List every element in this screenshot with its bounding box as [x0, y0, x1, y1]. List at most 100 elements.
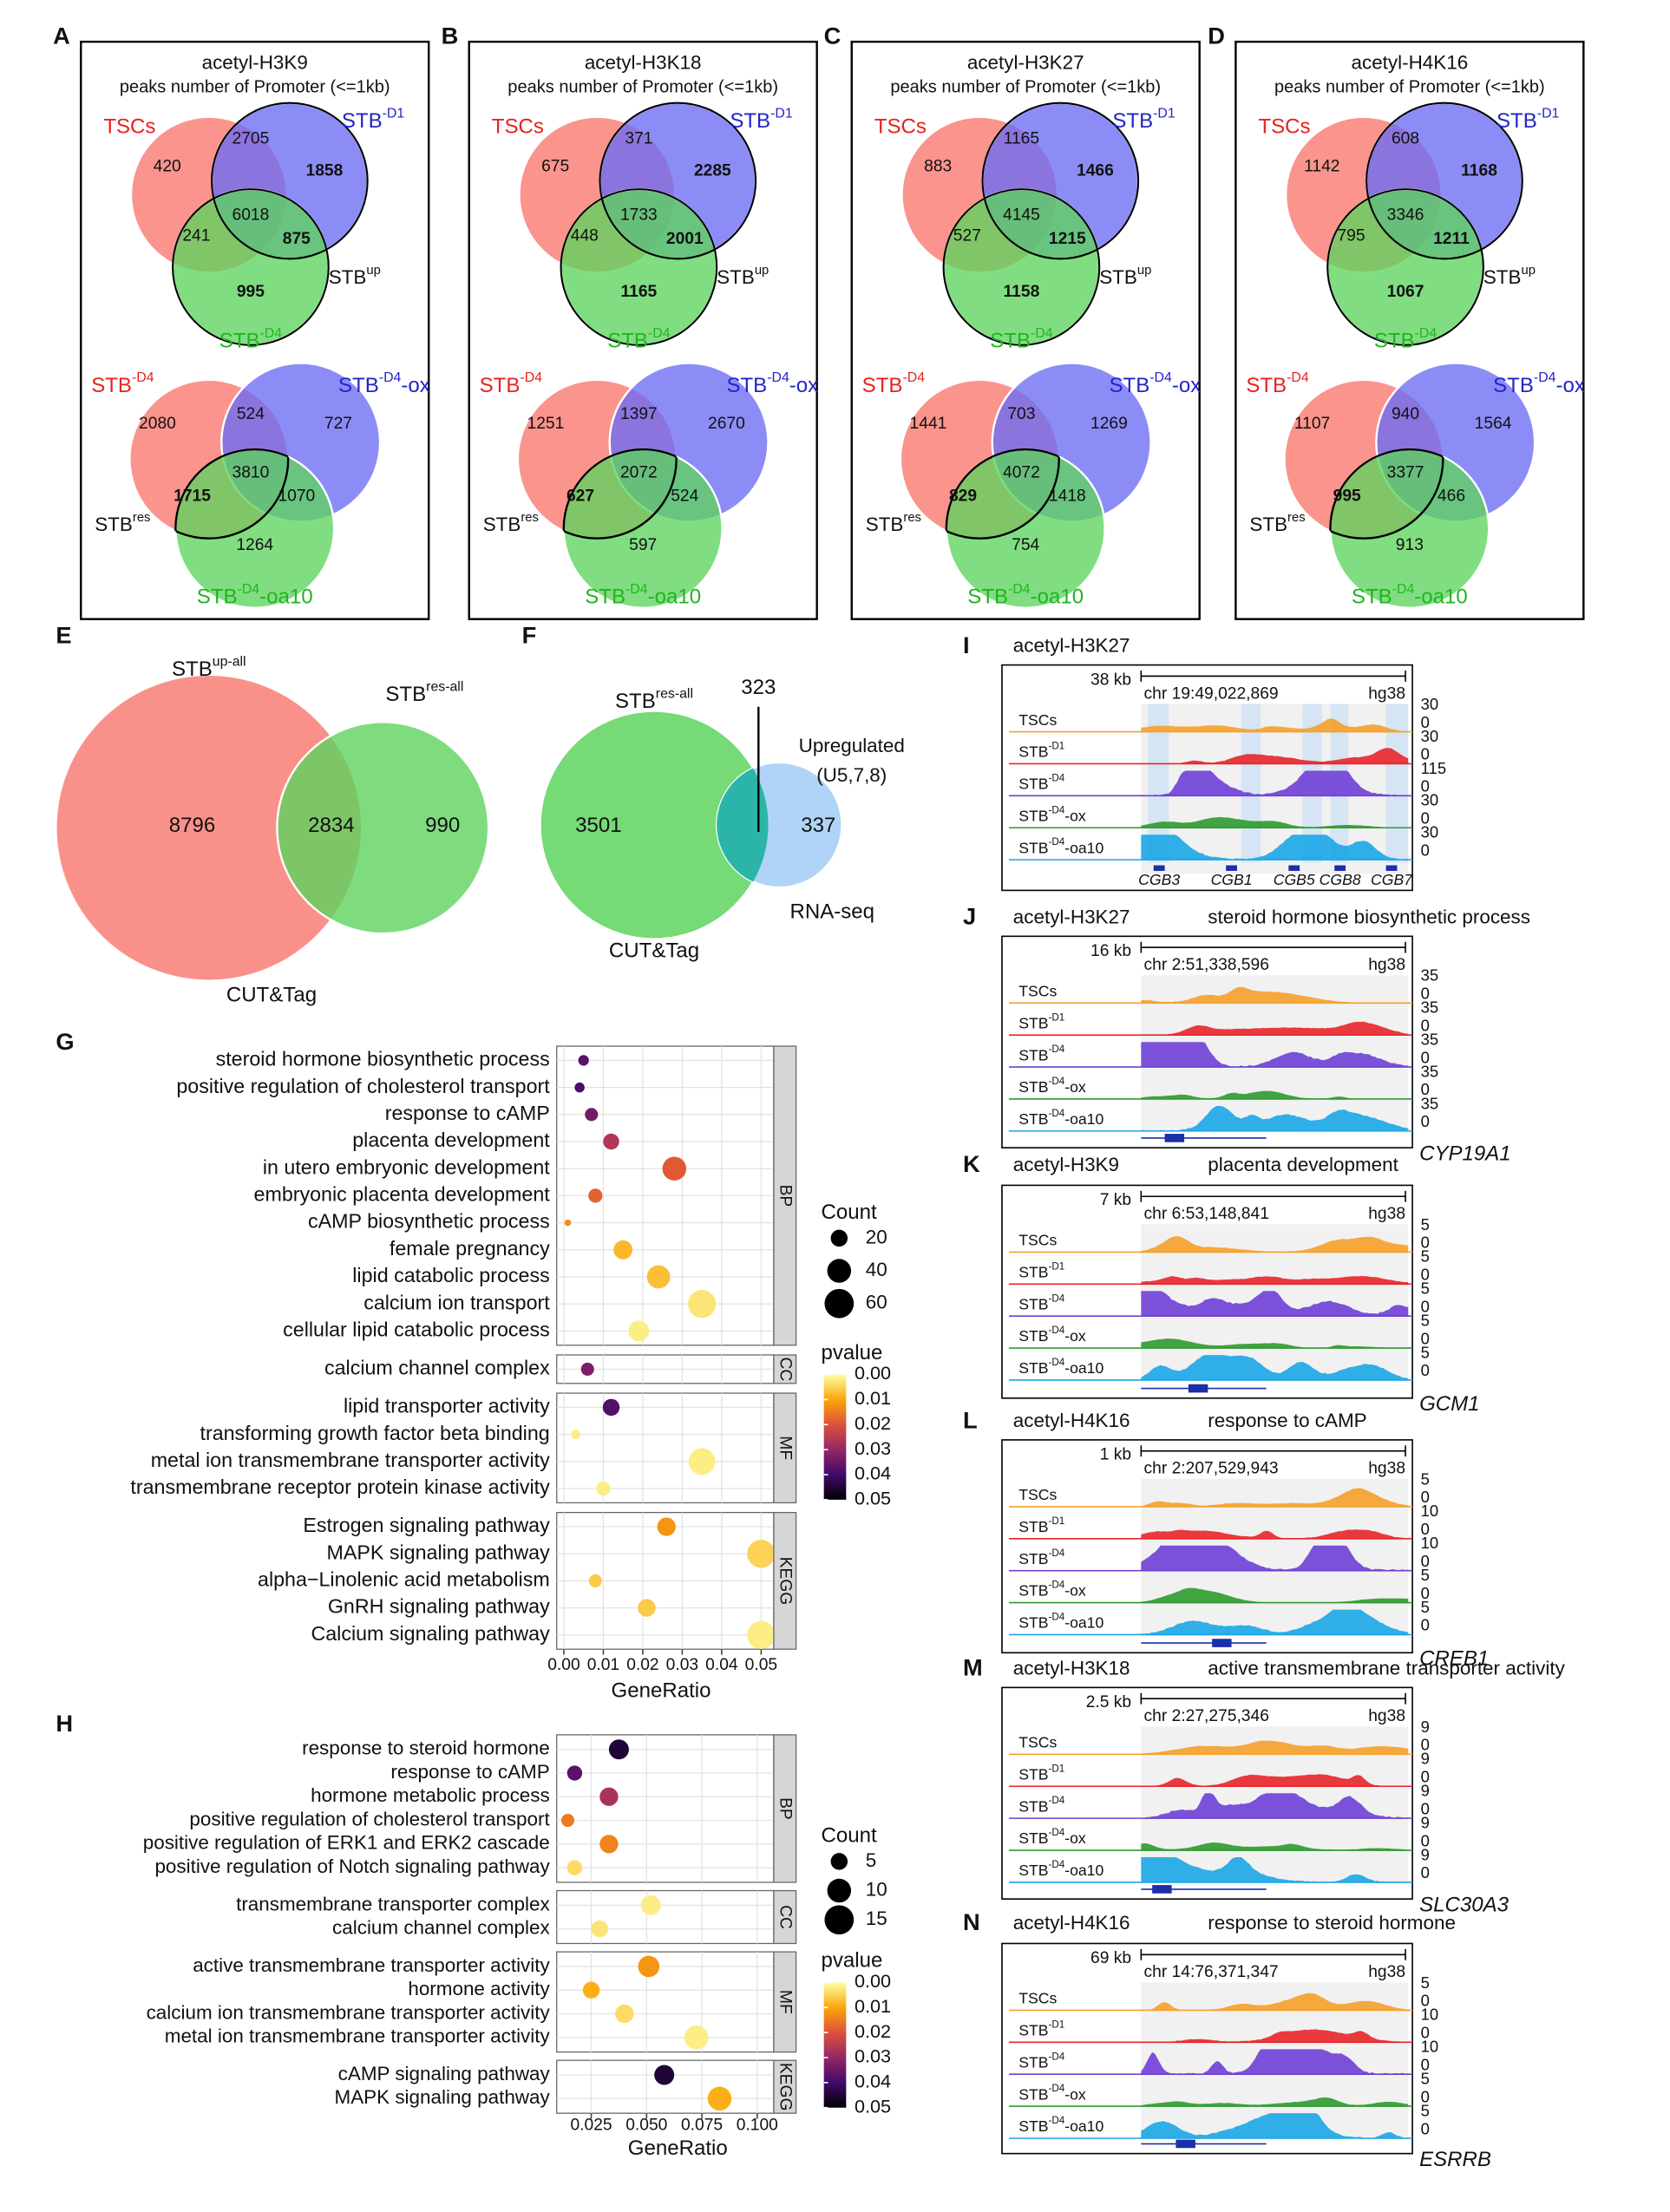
- venn-title: acetyl-H4K16: [1352, 52, 1469, 74]
- track-range-min: 0: [1421, 1297, 1430, 1315]
- locus-label: chr 14:76,371,347: [1144, 1963, 1279, 1981]
- dot: [560, 1814, 575, 1828]
- track-label-base: STB: [1018, 1549, 1048, 1567]
- panel-label: I: [963, 632, 970, 658]
- track-label: STB-D4-ox: [1018, 1076, 1086, 1096]
- track-range-max: 9: [1421, 1718, 1430, 1736]
- track-signal: [1141, 1842, 1409, 1851]
- category-label: GnRH signaling pathway: [328, 1595, 550, 1618]
- track-range-max: 30: [1421, 823, 1439, 841]
- highlight-label-base: STB: [329, 266, 367, 288]
- locus-label: chr 19:49,022,869: [1144, 684, 1279, 703]
- set-label: STB-D4-oa10: [967, 582, 1084, 609]
- legend-label: 5: [866, 1849, 876, 1871]
- dot: [640, 1895, 661, 1915]
- region-count: 1466: [1077, 161, 1114, 180]
- track-subtitle: placenta development: [1208, 1154, 1398, 1175]
- strip-label: CC: [776, 1905, 795, 1929]
- track-label-base: TSCs: [1018, 982, 1057, 999]
- set-label: STB-D1: [730, 107, 793, 134]
- track-label-base: TSCs: [1018, 710, 1057, 728]
- track-signal: [1141, 2029, 1409, 2043]
- dot: [638, 1599, 656, 1617]
- track-range-max: 10: [1421, 1534, 1439, 1552]
- track-signal: [1141, 1021, 1409, 1036]
- set-label: STBres-all: [385, 679, 463, 706]
- set-label: STB-D4: [219, 326, 283, 353]
- category-label: positive regulation of cholesterol trans…: [189, 1808, 550, 1829]
- track-label: STB-D4-oa10: [1018, 1612, 1104, 1632]
- region-count: 3501: [575, 814, 622, 837]
- track-range-min: 0: [1421, 1266, 1430, 1284]
- strip-label: MF: [776, 1436, 795, 1460]
- track-label: STB-D1: [1018, 1011, 1064, 1031]
- gene-label: CYP19A1: [1419, 1142, 1511, 1165]
- panel-label: H: [56, 1710, 73, 1737]
- track-subtitle: steroid hormone biosynthetic process: [1208, 906, 1530, 927]
- track-subtitle: active transmembrane transporter activit…: [1208, 1657, 1565, 1679]
- highlight-label-sup: res: [521, 511, 539, 525]
- facet-panel: [556, 1889, 775, 1945]
- category-label: transmembrane transporter complex: [236, 1893, 550, 1914]
- region-count: 2001: [666, 230, 704, 248]
- set-label: TSCs: [103, 115, 155, 139]
- legend-dot: [830, 1853, 848, 1870]
- region-count: 3346: [1387, 206, 1424, 225]
- highlight-label-sup: up: [366, 264, 380, 278]
- track-range-max: 30: [1421, 727, 1439, 745]
- track-range-min: 0: [1421, 1831, 1430, 1849]
- region-count: 2080: [139, 415, 176, 433]
- track-label: STB-D1: [1018, 1763, 1064, 1783]
- track-range-min: 0: [1421, 1616, 1430, 1634]
- legend-label: 10: [866, 1878, 887, 1900]
- legend-label: 20: [866, 1226, 887, 1247]
- track-range-max: 30: [1421, 695, 1439, 713]
- track-label-base: STB: [1018, 2021, 1048, 2039]
- region-count: 3377: [1387, 463, 1424, 481]
- set-label-base: STB: [1493, 374, 1534, 397]
- track-range-max: 35: [1421, 966, 1439, 985]
- set-label-tail: -ox: [1172, 374, 1201, 397]
- track-label-base: TSCs: [1018, 1231, 1057, 1248]
- track-label: STB-D4-ox: [1018, 2083, 1086, 2103]
- set-label-base: STB: [1112, 109, 1153, 133]
- venn-title: acetyl-H3K27: [967, 52, 1084, 74]
- panel-label: J: [963, 903, 976, 930]
- track-signal: [1141, 1740, 1409, 1755]
- dot: [688, 1290, 717, 1319]
- legend-title: Count: [821, 1201, 876, 1224]
- track-range-max: 30: [1421, 791, 1439, 809]
- track-mark: acetyl-H4K16: [1013, 1410, 1130, 1431]
- track-label-sup: -D4: [1048, 2051, 1064, 2062]
- track-label-tail: -oa10: [1064, 1359, 1104, 1377]
- track-label: STB-D1: [1018, 1515, 1064, 1535]
- highlight-outline: [946, 449, 1060, 540]
- set-label: STB-D4: [91, 370, 154, 397]
- region-count: 727: [324, 415, 352, 433]
- highlight-outline: [599, 101, 757, 260]
- set-label: STB-D4: [990, 326, 1053, 353]
- track-label: STB-D4-oa10: [1018, 1108, 1104, 1128]
- facet-panel: [556, 1734, 775, 1883]
- category-label: metal ion transmembrane transporter acti…: [165, 2025, 551, 2047]
- dot: [608, 1739, 629, 1760]
- set-label: STB-D4-ox: [1493, 370, 1585, 397]
- track-mark: acetyl-H3K18: [1013, 1657, 1130, 1679]
- set-label-sup: -D1: [770, 107, 793, 121]
- dot: [588, 1188, 603, 1203]
- track-label: STB-D4-oa10: [1018, 1859, 1104, 1879]
- highlight-band: [1385, 704, 1409, 863]
- set-label-sup: -D4: [1415, 326, 1438, 341]
- category-label: Calcium signaling pathway: [311, 1622, 550, 1645]
- region-count: 4145: [1003, 206, 1040, 225]
- track-label: TSCs: [1018, 1989, 1057, 2006]
- track-range-max: 5: [1421, 1469, 1430, 1488]
- set-label-base: STB: [607, 330, 648, 353]
- dot: [638, 1955, 660, 1978]
- set-label-sup: -D4: [648, 326, 671, 341]
- highlight-outline: [1326, 188, 1484, 346]
- x-tick-label: 0.050: [625, 2117, 667, 2135]
- panel-label: K: [963, 1150, 980, 1177]
- category-label: metal ion transmembrane transporter acti…: [151, 1449, 550, 1471]
- track-range-max: 5: [1421, 2070, 1430, 2088]
